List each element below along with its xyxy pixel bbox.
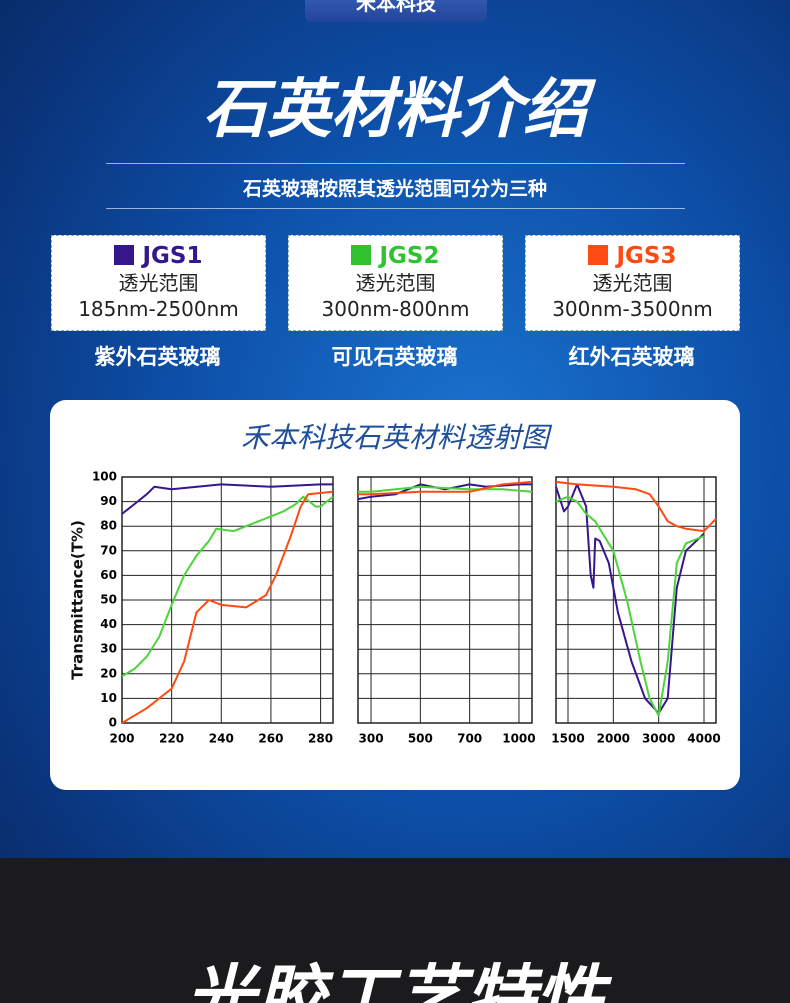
series-line xyxy=(121,490,334,724)
plot-frame xyxy=(357,476,533,724)
x-tick-label: 3000 xyxy=(642,732,675,746)
series-line xyxy=(121,483,333,515)
y-tick-label: 90 xyxy=(100,494,117,508)
card-range: 300nm-3500nm xyxy=(552,297,713,321)
series-line xyxy=(121,495,334,678)
series-line xyxy=(358,485,533,493)
section-title: 光胶工艺特性 xyxy=(185,957,605,1003)
card-range: 185nm-2500nm xyxy=(78,297,239,321)
chart: 禾本科技石英材料透射图 Transmittance(T%) 0 10 20 30 40 5… xyxy=(69,421,721,746)
card-name: JGS2 xyxy=(379,243,440,269)
axis-break xyxy=(335,473,356,727)
series-line xyxy=(358,480,533,496)
x-tick-label: 200 xyxy=(109,732,134,746)
plot-frame xyxy=(555,476,717,724)
card-caption: 红外石英玻璃 xyxy=(568,345,695,369)
y-tick-label: 30 xyxy=(100,642,117,656)
series-line xyxy=(555,483,705,715)
y-tick-label: 70 xyxy=(100,543,117,557)
axis-break xyxy=(534,473,554,727)
y-tick-label: 40 xyxy=(100,617,117,631)
card-range: 300nm-800nm xyxy=(321,297,470,321)
card: JGS2 透光范围 300nm-800nm xyxy=(288,235,503,331)
card-caption: 紫外石英玻璃 xyxy=(94,345,221,369)
y-tick-label: 80 xyxy=(100,519,117,533)
x-tick-label: 240 xyxy=(209,732,234,746)
page-title: 石英材料介绍 xyxy=(203,73,587,147)
y-tick-label: 20 xyxy=(100,666,117,680)
y-tick-label: 100 xyxy=(92,470,117,484)
card-name: JGS1 xyxy=(142,243,203,269)
x-tick-label: 2000 xyxy=(597,732,630,746)
series-line xyxy=(555,495,705,717)
card-name-row: JGS2 xyxy=(289,242,502,270)
x-tick-label: 300 xyxy=(359,732,384,746)
footer: 光胶工艺特性 xyxy=(0,858,790,1003)
x-tick-label: 700 xyxy=(457,732,482,746)
divider xyxy=(106,163,685,164)
brand-tab: 禾本科技 xyxy=(305,0,487,22)
subtitle: 石英玻璃按照其透光范围可分为三种 xyxy=(242,178,547,200)
card: JGS1 透光范围 185nm-2500nm xyxy=(51,235,266,331)
x-tick-label: 260 xyxy=(258,732,283,746)
card: JGS3 透光范围 300nm-3500nm xyxy=(525,235,740,331)
card-name-row: JGS1 xyxy=(52,242,265,270)
series-line xyxy=(555,480,717,533)
color-swatch xyxy=(588,245,609,265)
x-tick-label: 280 xyxy=(308,732,333,746)
y-tick-label: 50 xyxy=(100,593,117,607)
card-label: 透光范围 xyxy=(118,271,199,295)
card-label: 透光范围 xyxy=(592,271,673,295)
x-tick-label: 220 xyxy=(159,732,184,746)
divider xyxy=(106,208,685,209)
series-line xyxy=(357,483,532,501)
y-tick-label: 0 xyxy=(109,716,117,730)
card-name-row: JGS3 xyxy=(526,242,739,270)
x-tick-label: 500 xyxy=(408,732,433,746)
color-swatch xyxy=(114,245,135,265)
x-tick-label: 1000 xyxy=(502,732,535,746)
x-tick-label: 4000 xyxy=(687,732,720,746)
y-tick-label: 60 xyxy=(100,568,117,582)
y-tick-label: 10 xyxy=(100,691,117,705)
y-axis-label: Transmittance(T%) xyxy=(69,520,87,680)
card-name: JGS3 xyxy=(616,243,677,269)
chart-title: 禾本科技石英材料透射图 xyxy=(241,421,553,454)
card-caption: 可见石英玻璃 xyxy=(331,345,458,369)
x-tick-label: 1500 xyxy=(551,732,584,746)
chart-panel: 禾本科技石英材料透射图 Transmittance(T%) 0 10 20 30 40 5… xyxy=(50,400,740,790)
color-swatch xyxy=(351,245,372,265)
card-label: 透光范围 xyxy=(355,271,436,295)
